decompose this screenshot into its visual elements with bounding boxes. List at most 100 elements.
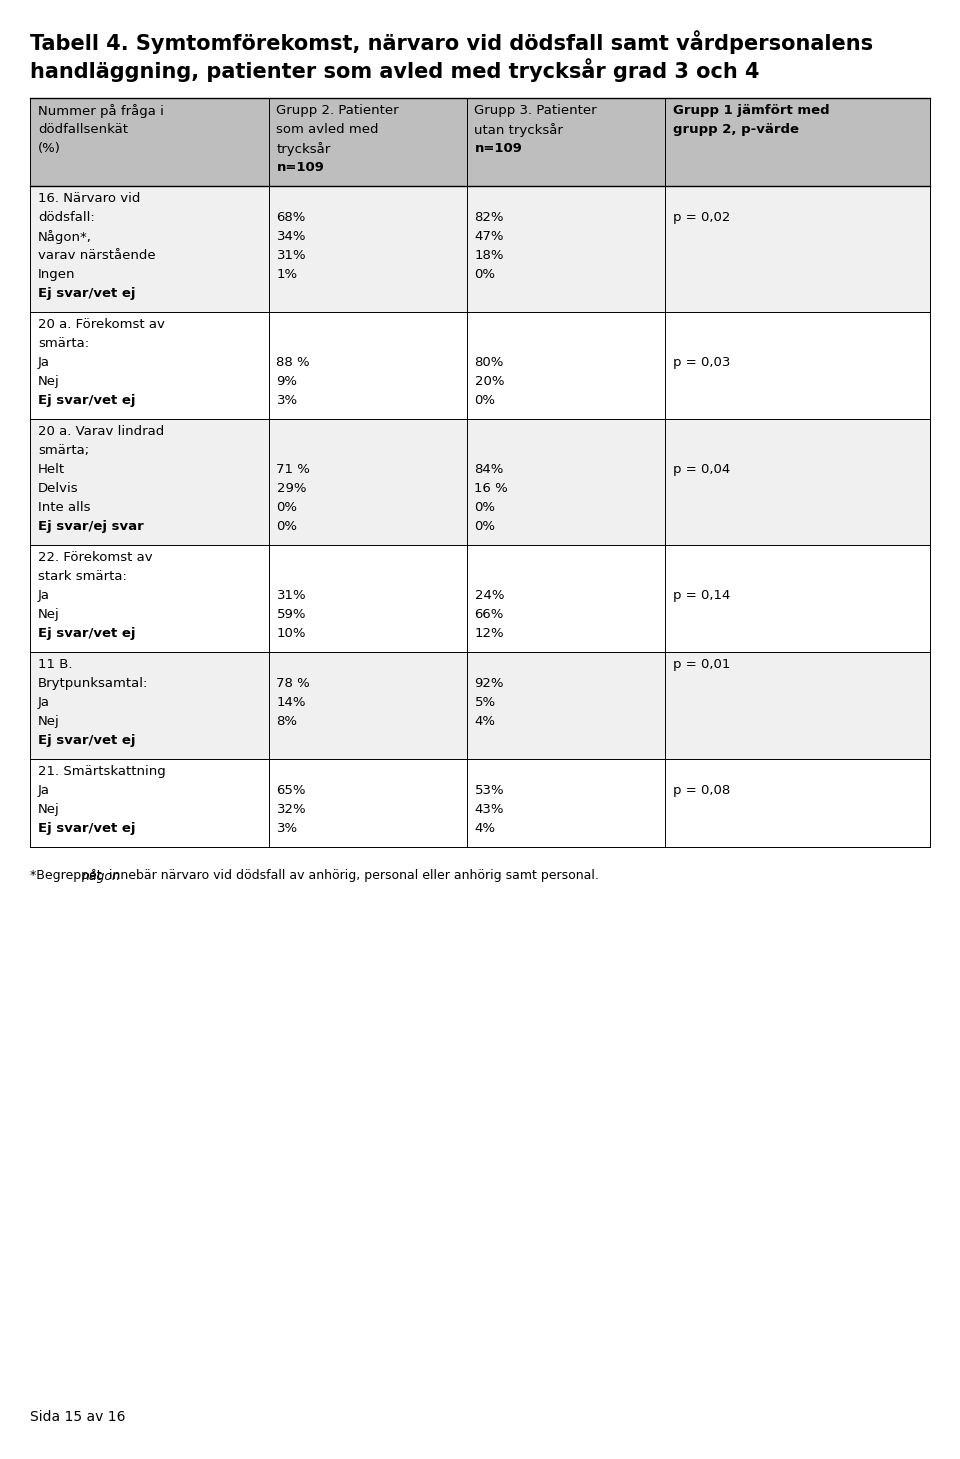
Text: 0%: 0%: [474, 394, 495, 407]
Text: 20%: 20%: [474, 375, 504, 388]
Bar: [30, 546, 930, 652]
Text: p = 0,08: p = 0,08: [673, 783, 730, 797]
Text: 0%: 0%: [474, 268, 495, 282]
Text: Någon*,: Någon*,: [38, 231, 92, 244]
Text: Grupp 1 jämfört med: Grupp 1 jämfört med: [673, 104, 829, 117]
Text: utan trycksår: utan trycksår: [474, 123, 564, 137]
Text: 31%: 31%: [276, 589, 306, 603]
Text: Ej svar/ej svar: Ej svar/ej svar: [38, 519, 144, 533]
Text: 53%: 53%: [474, 783, 504, 797]
Text: 0%: 0%: [474, 519, 495, 533]
Text: Tabell 4. Symtomförekomst, närvaro vid dödsfall samt vårdpersonalens: Tabell 4. Symtomförekomst, närvaro vid d…: [30, 31, 874, 54]
Text: 5%: 5%: [474, 696, 495, 709]
Text: Helt: Helt: [38, 463, 65, 476]
Text: trycksår: trycksår: [276, 142, 331, 156]
Bar: [30, 652, 930, 759]
Text: 20 a. Förekomst av: 20 a. Förekomst av: [38, 318, 165, 331]
Text: 65%: 65%: [276, 783, 306, 797]
Text: 29%: 29%: [276, 481, 306, 495]
Text: Ja: Ja: [38, 696, 50, 709]
Text: p = 0,14: p = 0,14: [673, 589, 730, 603]
Text: 14%: 14%: [276, 696, 306, 709]
Text: varav närstående: varav närstående: [38, 249, 156, 263]
Text: Sida 15 av 16: Sida 15 av 16: [30, 1409, 126, 1424]
Text: 3%: 3%: [276, 394, 298, 407]
Text: Nej: Nej: [38, 802, 60, 816]
Text: (%): (%): [38, 142, 60, 155]
Text: smärta:: smärta:: [38, 337, 89, 350]
Text: 0%: 0%: [474, 500, 495, 514]
Text: 1%: 1%: [276, 268, 298, 282]
Text: 3%: 3%: [276, 821, 298, 835]
Text: 18%: 18%: [474, 249, 504, 263]
Bar: [30, 419, 930, 546]
Text: någon: någon: [82, 870, 120, 883]
Text: 22. Förekomst av: 22. Förekomst av: [38, 552, 153, 565]
Text: 80%: 80%: [474, 356, 504, 369]
Text: 16. Närvaro vid: 16. Närvaro vid: [38, 193, 140, 206]
Text: n=109: n=109: [276, 160, 324, 174]
Text: 92%: 92%: [474, 677, 504, 690]
Text: Nej: Nej: [38, 715, 60, 728]
Text: dödsfall:: dödsfall:: [38, 212, 95, 225]
Bar: [30, 98, 930, 185]
Text: 84%: 84%: [474, 463, 504, 476]
Text: 78 %: 78 %: [276, 677, 310, 690]
Text: 4%: 4%: [474, 821, 495, 835]
Text: 4%: 4%: [474, 715, 495, 728]
Text: Nummer på fråga i: Nummer på fråga i: [38, 104, 164, 118]
Text: 43%: 43%: [474, 802, 504, 816]
Text: 8%: 8%: [276, 715, 298, 728]
Bar: [30, 759, 930, 848]
Text: Delvis: Delvis: [38, 481, 79, 495]
Text: Ja: Ja: [38, 589, 50, 603]
Text: dödfallsenkät: dödfallsenkät: [38, 123, 128, 136]
Text: *Begreppet: *Begreppet: [30, 870, 106, 883]
Text: innebär närvaro vid dödsfall av anhörig, personal eller anhörig samt personal.: innebär närvaro vid dödsfall av anhörig,…: [105, 870, 599, 883]
Text: 16 %: 16 %: [474, 481, 508, 495]
Text: 71 %: 71 %: [276, 463, 310, 476]
Text: Ej svar/vet ej: Ej svar/vet ej: [38, 394, 135, 407]
Text: Brytpunksamtal:: Brytpunksamtal:: [38, 677, 149, 690]
Text: Ingen: Ingen: [38, 268, 76, 282]
Text: 10%: 10%: [276, 627, 306, 641]
Text: 82%: 82%: [474, 212, 504, 225]
Text: 68%: 68%: [276, 212, 306, 225]
Text: 20 a. Varav lindrad: 20 a. Varav lindrad: [38, 425, 164, 438]
Text: Nej: Nej: [38, 608, 60, 622]
Text: 31%: 31%: [276, 249, 306, 263]
Text: Ej svar/vet ej: Ej svar/vet ej: [38, 821, 135, 835]
Text: stark smärta:: stark smärta:: [38, 570, 127, 584]
Text: Ej svar/vet ej: Ej svar/vet ej: [38, 734, 135, 747]
Text: Ej svar/vet ej: Ej svar/vet ej: [38, 627, 135, 641]
Text: som avled med: som avled med: [276, 123, 379, 136]
Bar: [30, 185, 930, 312]
Text: Ja: Ja: [38, 356, 50, 369]
Text: grupp 2, p-värde: grupp 2, p-värde: [673, 123, 799, 136]
Text: 21. Smärtskattning: 21. Smärtskattning: [38, 765, 166, 778]
Text: smärta;: smärta;: [38, 444, 89, 457]
Text: Ja: Ja: [38, 783, 50, 797]
Text: p = 0,01: p = 0,01: [673, 658, 730, 671]
Bar: [30, 312, 930, 419]
Text: 0%: 0%: [276, 500, 298, 514]
Text: p = 0,02: p = 0,02: [673, 212, 730, 225]
Text: Grupp 3. Patienter: Grupp 3. Patienter: [474, 104, 597, 117]
Text: Grupp 2. Patienter: Grupp 2. Patienter: [276, 104, 399, 117]
Text: 24%: 24%: [474, 589, 504, 603]
Text: p = 0,03: p = 0,03: [673, 356, 730, 369]
Text: 34%: 34%: [276, 231, 306, 244]
Text: 12%: 12%: [474, 627, 504, 641]
Text: 0%: 0%: [276, 519, 298, 533]
Text: Ej svar/vet ej: Ej svar/vet ej: [38, 287, 135, 301]
Text: 88 %: 88 %: [276, 356, 310, 369]
Text: handläggning, patienter som avled med trycksår grad 3 och 4: handläggning, patienter som avled med tr…: [30, 58, 759, 82]
Text: 32%: 32%: [276, 802, 306, 816]
Text: 59%: 59%: [276, 608, 306, 622]
Text: Nej: Nej: [38, 375, 60, 388]
Text: 47%: 47%: [474, 231, 504, 244]
Text: 9%: 9%: [276, 375, 298, 388]
Text: Inte alls: Inte alls: [38, 500, 90, 514]
Text: p = 0,04: p = 0,04: [673, 463, 730, 476]
Text: 11 B.: 11 B.: [38, 658, 73, 671]
